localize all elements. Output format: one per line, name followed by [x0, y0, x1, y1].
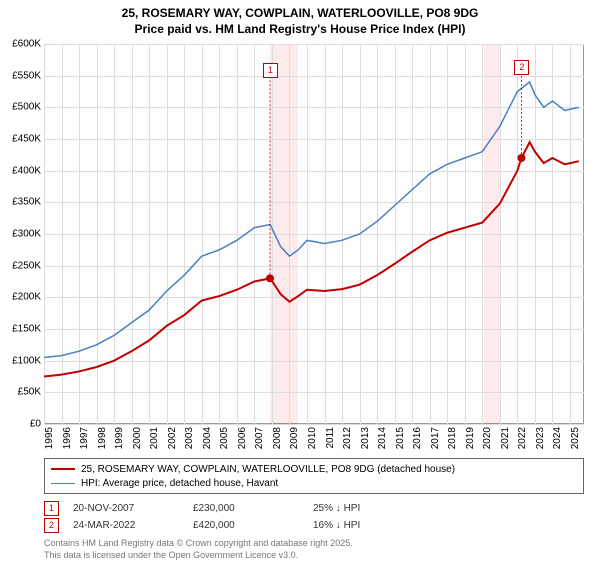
- y-axis-label: £200K: [1, 292, 44, 303]
- data-point-table: 1 20-NOV-2007 £230,000 25% ↓ HPI 2 24-MA…: [44, 500, 584, 534]
- x-axis-label: 1999: [114, 427, 125, 449]
- x-axis-label: 2024: [552, 427, 563, 449]
- y-axis-label: £50K: [1, 387, 44, 398]
- title-line-2: Price paid vs. HM Land Registry's House …: [0, 22, 600, 38]
- data-row-1: 1 20-NOV-2007 £230,000 25% ↓ HPI: [44, 500, 584, 517]
- y-axis-label: £100K: [1, 355, 44, 366]
- x-axis-label: 2012: [342, 427, 353, 449]
- x-axis-label: 2013: [360, 427, 371, 449]
- footer-line-1: Contains HM Land Registry data © Crown c…: [44, 538, 353, 548]
- marker-label-1: 1: [263, 63, 278, 78]
- data-price-2: £420,000: [193, 520, 313, 531]
- x-axis-label: 2007: [254, 427, 265, 449]
- data-delta-2: 16% ↓ HPI: [313, 520, 360, 531]
- y-axis-label: £550K: [1, 70, 44, 81]
- y-axis-label: £400K: [1, 165, 44, 176]
- legend: 25, ROSEMARY WAY, COWPLAIN, WATERLOOVILL…: [44, 458, 584, 561]
- legend-row-hpi: HPI: Average price, detached house, Hava…: [51, 476, 577, 490]
- x-axis-label: 2018: [447, 427, 458, 449]
- title-line-1: 25, ROSEMARY WAY, COWPLAIN, WATERLOOVILL…: [0, 6, 600, 22]
- marker-badge-2: 2: [44, 518, 59, 533]
- y-axis-label: £500K: [1, 102, 44, 113]
- y-axis-label: £450K: [1, 134, 44, 145]
- chart-container: 25, ROSEMARY WAY, COWPLAIN, WATERLOOVILL…: [0, 0, 600, 560]
- footer-line-2: This data is licensed under the Open Gov…: [44, 550, 298, 560]
- gridline-h: [44, 424, 584, 425]
- legend-swatch-hpi: [51, 483, 75, 484]
- x-axis-label: 1997: [79, 427, 90, 449]
- x-axis-label: 2017: [430, 427, 441, 449]
- x-axis-label: 2000: [132, 427, 143, 449]
- y-axis-label: £350K: [1, 197, 44, 208]
- y-axis-label: £0: [1, 419, 44, 430]
- data-date-1: 20-NOV-2007: [73, 503, 193, 514]
- chart-svg: [44, 44, 584, 424]
- data-delta-1: 25% ↓ HPI: [313, 503, 360, 514]
- x-axis-label: 2002: [167, 427, 178, 449]
- legend-swatch-price-paid: [51, 468, 75, 470]
- x-axis-label: 2015: [395, 427, 406, 449]
- data-date-2: 24-MAR-2022: [73, 520, 193, 531]
- series-price-paid: [44, 142, 579, 376]
- marker-badge-1: 1: [44, 501, 59, 516]
- series-hpi: [44, 82, 579, 358]
- x-axis-label: 2004: [202, 427, 213, 449]
- x-axis-label: 1996: [62, 427, 73, 449]
- x-axis-label: 2008: [272, 427, 283, 449]
- x-axis-label: 2019: [465, 427, 476, 449]
- y-axis-label: £300K: [1, 229, 44, 240]
- x-axis-label: 2016: [412, 427, 423, 449]
- y-axis-label: £600K: [1, 39, 44, 50]
- legend-row-price-paid: 25, ROSEMARY WAY, COWPLAIN, WATERLOOVILL…: [51, 462, 577, 476]
- x-axis-label: 2009: [289, 427, 300, 449]
- footer-text: Contains HM Land Registry data © Crown c…: [44, 538, 584, 561]
- chart-title: 25, ROSEMARY WAY, COWPLAIN, WATERLOOVILL…: [0, 0, 600, 37]
- x-axis-label: 2022: [517, 427, 528, 449]
- x-axis-label: 2025: [570, 427, 581, 449]
- x-axis-label: 2014: [377, 427, 388, 449]
- data-price-1: £230,000: [193, 503, 313, 514]
- x-axis-label: 2011: [325, 427, 336, 449]
- x-axis-label: 2006: [237, 427, 248, 449]
- legend-box: 25, ROSEMARY WAY, COWPLAIN, WATERLOOVILL…: [44, 458, 584, 494]
- x-axis-label: 2003: [184, 427, 195, 449]
- x-axis-label: 1995: [44, 427, 55, 449]
- legend-label-hpi: HPI: Average price, detached house, Hava…: [81, 478, 278, 489]
- data-row-2: 2 24-MAR-2022 £420,000 16% ↓ HPI: [44, 517, 584, 534]
- y-axis-label: £250K: [1, 260, 44, 271]
- x-axis-label: 1998: [97, 427, 108, 449]
- y-axis-label: £150K: [1, 324, 44, 335]
- plot-area: £0£50K£100K£150K£200K£250K£300K£350K£400…: [44, 44, 584, 424]
- legend-label-price-paid: 25, ROSEMARY WAY, COWPLAIN, WATERLOOVILL…: [81, 464, 455, 475]
- marker-label-2: 2: [514, 60, 529, 75]
- x-axis-label: 2010: [307, 427, 318, 449]
- x-axis-label: 2005: [219, 427, 230, 449]
- x-axis-label: 2001: [149, 427, 160, 449]
- x-axis-label: 2020: [482, 427, 493, 449]
- x-axis-label: 2021: [500, 427, 511, 449]
- x-axis-label: 2023: [535, 427, 546, 449]
